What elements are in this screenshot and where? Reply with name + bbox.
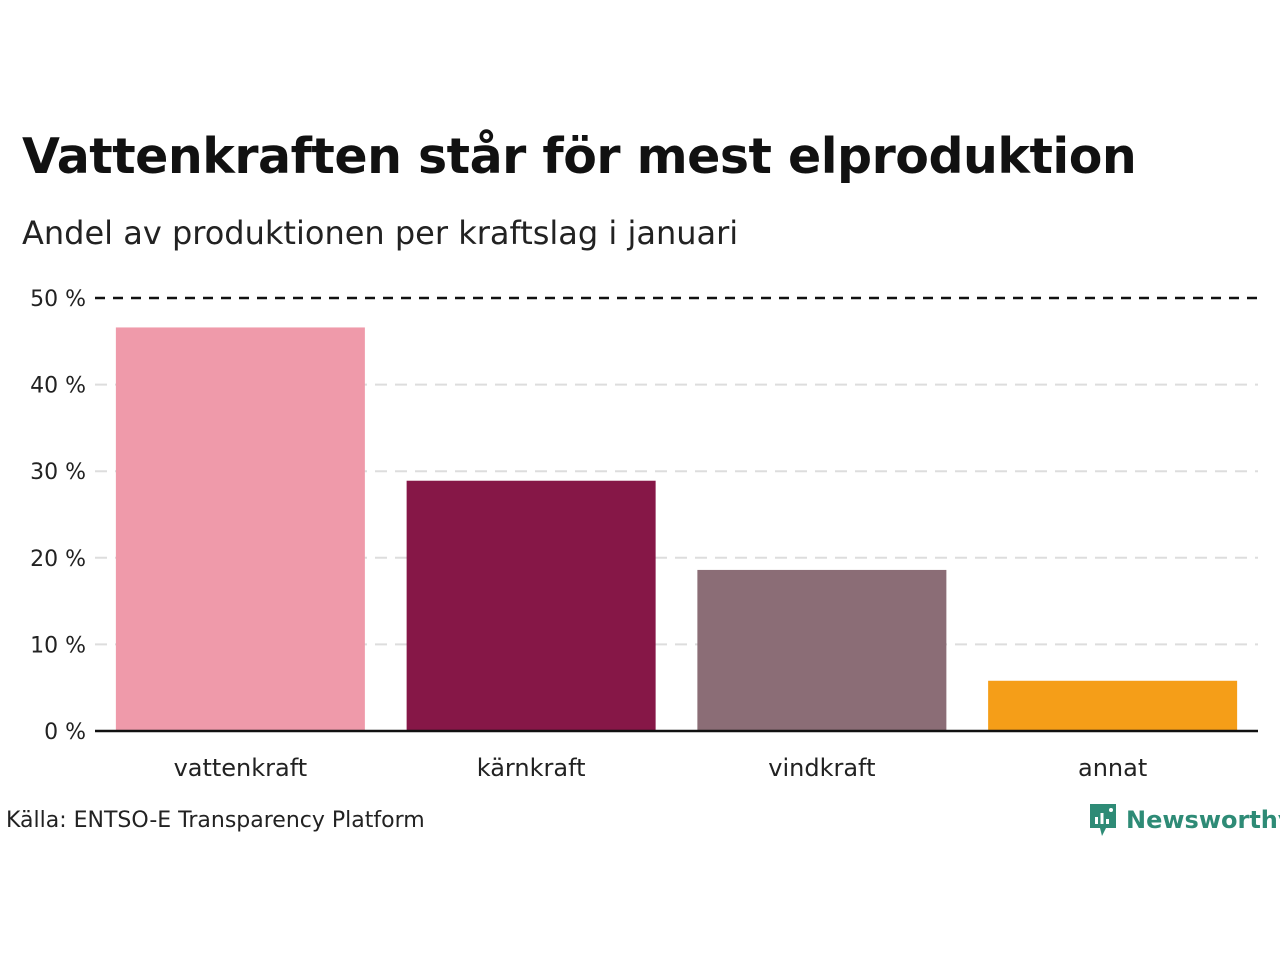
x-tick-label: annat xyxy=(1078,754,1147,782)
y-tick-label: 0 % xyxy=(44,720,86,745)
brand-name: Newsworthy xyxy=(1126,806,1280,834)
bar-vattenkraft xyxy=(115,327,365,731)
source-note: Källa: ENTSO-E Transparency Platform xyxy=(6,808,425,833)
x-tick-label: kärnkraft xyxy=(477,754,586,782)
y-tick-label: 40 % xyxy=(30,374,86,399)
y-tick-label: 30 % xyxy=(30,460,86,485)
newsworthy-logo: Newsworthy xyxy=(1088,802,1280,838)
chart-subtitle: Andel av produktionen per kraftslag i ja… xyxy=(22,214,739,252)
bar-annat xyxy=(988,680,1238,731)
x-tick-label: vindkraft xyxy=(768,754,875,782)
bar-vindkraft xyxy=(697,569,947,731)
y-tick-label: 20 % xyxy=(30,547,86,572)
y-tick-label: 10 % xyxy=(30,633,86,658)
y-tick-label: 50 % xyxy=(30,287,86,312)
x-tick-label: vattenkraft xyxy=(174,754,308,782)
newsworthy-icon xyxy=(1090,804,1116,836)
chart-title: Vattenkraften står för mest elproduktion xyxy=(22,128,1137,185)
bar-kärnkraft xyxy=(406,480,656,731)
